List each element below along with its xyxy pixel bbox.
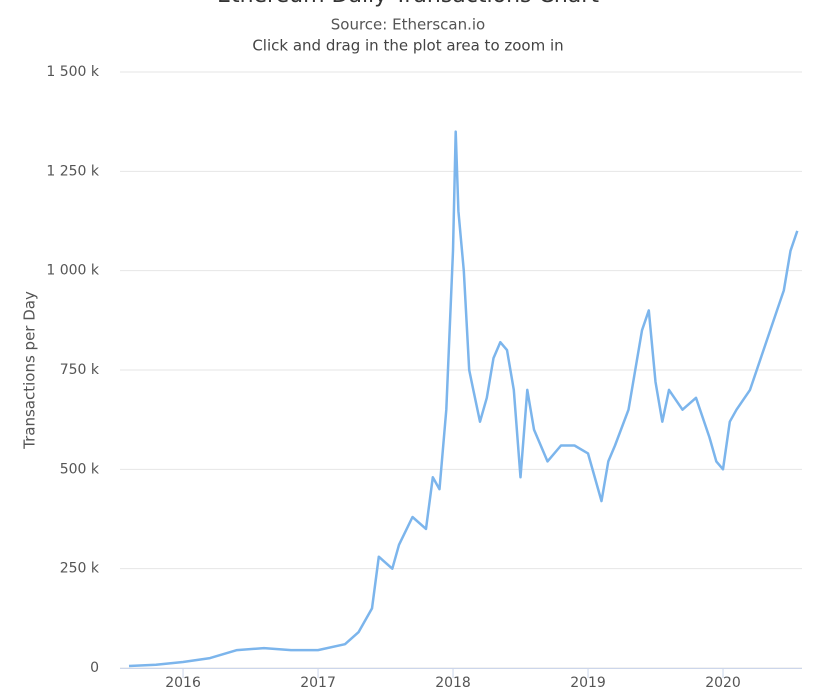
y-tick-label: 1 250 k (46, 163, 100, 179)
y-tick-label: 1 500 k (46, 64, 100, 80)
x-tick-label: 2019 (570, 675, 606, 688)
y-tick-label: 250 k (60, 561, 100, 577)
x-tick-label: 2017 (300, 675, 336, 688)
y-tick-label: 0 (90, 660, 99, 676)
x-tick-label: 2018 (435, 675, 471, 688)
chart-subtitle: Source: Etherscan.io (331, 16, 485, 34)
y-tick-label: 1 000 k (46, 263, 100, 279)
series-line (128, 130, 799, 668)
x-tick-label: 2020 (705, 675, 741, 688)
x-tick-label: 2016 (165, 675, 201, 688)
chart-title: Ethereum Daily Transactions Chart (217, 0, 599, 8)
y-axis-label: Transactions per Day (21, 291, 39, 450)
y-tick-label: 500 k (60, 461, 100, 477)
y-tick-label: 750 k (60, 362, 100, 378)
chart-caption: Click and drag in the plot area to zoom … (252, 37, 563, 55)
